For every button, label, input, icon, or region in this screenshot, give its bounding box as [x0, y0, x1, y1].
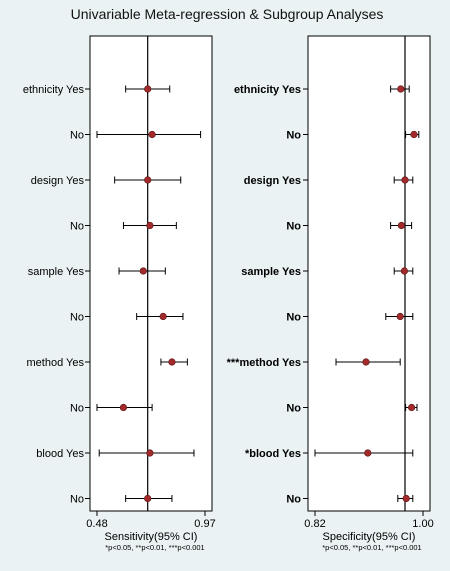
x-axis-title: Specificity(95% CI): [323, 531, 416, 543]
point-estimate: [139, 267, 147, 275]
category-label: No: [70, 130, 84, 142]
category-label: No: [70, 312, 84, 324]
point-estimate: [144, 85, 152, 93]
point-estimate: [410, 130, 418, 139]
category-label: No: [70, 403, 84, 415]
category-label: method Yes: [27, 357, 85, 369]
plot-frame: [89, 35, 213, 512]
point-estimate: [168, 358, 176, 366]
category-label: No: [286, 494, 301, 506]
point-estimate: [119, 403, 128, 412]
point-estimate: [401, 176, 409, 184]
point-estimate: [144, 176, 152, 184]
category-label: No: [286, 221, 301, 233]
point-estimate: [146, 449, 154, 457]
category-label: No: [70, 221, 84, 233]
plot-area: [90, 36, 212, 511]
category-label: ethnicity Yes: [234, 84, 301, 96]
point-estimate: [144, 494, 152, 503]
significance-footnote: *p<0.05, **p<0.01, ***p<0.001: [322, 543, 421, 552]
point-estimate: [148, 130, 156, 139]
point-estimate: [397, 85, 405, 93]
x-tick-label: 0.97: [194, 518, 215, 530]
plot-frame: [307, 35, 431, 512]
sensitivity-panel: ethnicity Yes No design Yes No sample Yes No m…: [23, 35, 216, 552]
x-tick-label: 1.00: [412, 518, 433, 530]
specificity-panel: ethnicity Yes No design Yes No sample Yes No *…: [227, 35, 434, 552]
category-label: blood Yes: [36, 448, 84, 460]
x-tick-label: 0.82: [304, 518, 325, 530]
category-label: ***method Yes: [227, 357, 301, 369]
point-estimate: [397, 221, 406, 230]
point-estimate: [396, 312, 404, 321]
category-label: design Yes: [244, 175, 301, 187]
category-label: No: [70, 494, 84, 506]
point-estimate: [402, 494, 410, 503]
chart-title: Univariable Meta-regression & Subgroup A…: [71, 6, 384, 22]
point-estimate: [146, 221, 154, 230]
category-label: sample Yes: [28, 266, 85, 278]
x-axis-title: Sensitivity(95% CI): [105, 531, 198, 543]
point-estimate: [159, 312, 167, 321]
point-estimate: [364, 449, 372, 457]
category-label: *blood Yes: [245, 448, 301, 460]
point-estimate: [400, 267, 409, 275]
point-estimate: [362, 358, 370, 366]
x-tick-label: 0.48: [86, 518, 107, 530]
plot-area: [308, 36, 430, 511]
category-label: design Yes: [31, 175, 85, 187]
category-label: No: [286, 403, 301, 415]
category-label: sample Yes: [241, 266, 301, 278]
significance-footnote: *p<0.05, **p<0.01, ***p<0.001: [105, 543, 204, 552]
point-estimate: [408, 403, 416, 412]
category-label: No: [286, 312, 301, 324]
category-label: ethnicity Yes: [23, 84, 85, 96]
category-label: No: [286, 130, 301, 142]
